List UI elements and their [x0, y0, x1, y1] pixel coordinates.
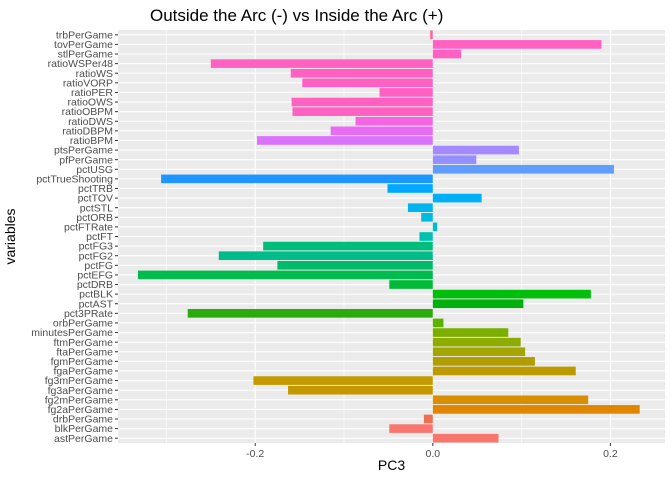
- y-tick-label-fgmPerGame: fgmPerGame: [51, 356, 114, 368]
- bar-blkPerGame: [389, 424, 433, 433]
- y-tick-label-pctDRB: pctDRB: [77, 279, 113, 291]
- x-axis-ticks: -0.2 0.0 0.2: [246, 443, 618, 460]
- y-tick-label-ratioWSPer48: ratioWSPer48: [48, 58, 114, 70]
- y-tick-label-ratioVORP: ratioVORP: [63, 77, 113, 89]
- y-tick-label-ftaPerGame: ftaPerGame: [56, 346, 113, 358]
- y-tick-label-orbPerGame: orbPerGame: [53, 318, 113, 330]
- bar-pctDRB: [389, 280, 433, 289]
- y-tick-label-pctFG: pctFG: [84, 260, 113, 272]
- y-tick-label-pctAST: pctAST: [79, 298, 114, 310]
- y-tick-label-pctTrueShooting: pctTrueShooting: [36, 173, 113, 185]
- y-tick-label-tovPerGame: tovPerGame: [54, 39, 113, 51]
- bar-pctUSG: [432, 164, 614, 174]
- y-tick-label-pctFT: pctFT: [86, 231, 113, 243]
- y-tick-label-ftmPerGame: ftmPerGame: [53, 337, 113, 349]
- bar-pctEFG: [137, 270, 433, 280]
- bar-astPerGame: [432, 433, 499, 443]
- y-axis-ticks: trbPerGametovPerGamestlPerGameratioWSPer…: [31, 29, 118, 445]
- y-tick-label-blkPerGame: blkPerGame: [55, 423, 114, 435]
- bar-ratioWSPer48: [210, 59, 433, 68]
- y-tick-label-ratioOWS: ratioOWS: [67, 97, 113, 109]
- y-tick-label-ratioDBPM: ratioDBPM: [62, 125, 113, 137]
- y-tick-label-pctSTL: pctSTL: [80, 202, 113, 214]
- y-tick-label-pctUSG: pctUSG: [76, 164, 113, 176]
- bar-fgmPerGame: [432, 357, 535, 366]
- y-tick-label-pctORB: pctORB: [76, 212, 113, 224]
- y-tick-label-minutesPerGame: minutesPerGame: [31, 327, 113, 339]
- bar-pctFG3: [263, 241, 433, 251]
- bar-fg3mPerGame: [253, 376, 433, 385]
- bar-pctSTL: [407, 203, 433, 213]
- y-tick-label-pctEFG: pctEFG: [77, 270, 113, 282]
- bar-pctBLK: [432, 289, 591, 299]
- bar-ftmPerGame: [432, 337, 521, 347]
- bar-pctFTRate: [432, 222, 438, 232]
- y-tick-label-pfPerGame: pfPerGame: [59, 154, 113, 166]
- bar-pctAST: [432, 299, 524, 309]
- y-tick-label-fg3aPerGame: fg3aPerGame: [48, 385, 114, 397]
- y-tick-label-pctFG3: pctFG3: [79, 241, 114, 253]
- bar-ratioDWS: [355, 116, 433, 126]
- y-tick-label-fg2mPerGame: fg2mPerGame: [45, 394, 113, 406]
- bar-stlPerGame: [432, 49, 462, 59]
- y-tick-label-fgaPerGame: fgaPerGame: [53, 366, 113, 378]
- y-tick-label-pctBLK: pctBLK: [79, 289, 113, 301]
- y-tick-label-fg3mPerGame: fg3mPerGame: [45, 375, 113, 387]
- bar-tovPerGame: [432, 40, 602, 49]
- y-tick-label-ratioBPM: ratioBPM: [70, 135, 113, 147]
- bar-ratioDBPM: [330, 126, 433, 136]
- bar-minutesPerGame: [432, 328, 509, 337]
- bar-pctORB: [421, 212, 433, 222]
- y-tick-label-ratioWS: ratioWS: [76, 68, 113, 80]
- x-axis-title: PC3: [378, 457, 405, 473]
- x-tick-label: -0.2: [246, 448, 264, 460]
- y-tick-label-ratioPER: ratioPER: [71, 87, 113, 99]
- y-tick-label-pctFTRate: pctFTRate: [64, 221, 113, 233]
- bar-pctFG: [277, 260, 433, 270]
- x-tick-label: 0.0: [425, 448, 440, 460]
- y-tick-label-pctTRB: pctTRB: [78, 183, 113, 195]
- y-axis-title: variables: [2, 208, 18, 264]
- y-tick-label-ratioOBPM: ratioOBPM: [62, 106, 113, 118]
- bar-ratioWS: [290, 68, 433, 78]
- y-tick-label-pctTOV: pctTOV: [78, 193, 113, 205]
- y-tick-label-pct3PRate: pct3PRate: [64, 308, 113, 320]
- bar-fg2aPerGame: [432, 405, 640, 414]
- y-tick-label-drbPerGame: drbPerGame: [53, 414, 113, 426]
- bar-ratioOBPM: [292, 107, 433, 116]
- bar-pctFG2: [218, 251, 433, 261]
- bar-ptsPerGame: [432, 145, 519, 155]
- y-tick-label-fg2aPerGame: fg2aPerGame: [48, 404, 114, 416]
- bar-ratioBPM: [256, 136, 433, 145]
- bar-pctTOV: [432, 193, 482, 203]
- bar-pfPerGame: [432, 155, 477, 164]
- y-tick-label-astPerGame: astPerGame: [54, 433, 113, 445]
- bar-fgaPerGame: [432, 366, 576, 376]
- chart-title: Outside the Arc (-) vs Inside the Arc (+…: [150, 6, 443, 25]
- bar-trbPerGame: [430, 30, 433, 40]
- bar-pct3PRate: [187, 309, 433, 318]
- bar-ratioVORP: [302, 78, 433, 88]
- bar-fg2mPerGame: [432, 395, 589, 405]
- y-tick-label-ptsPerGame: ptsPerGame: [54, 145, 113, 157]
- bar-ratioOWS: [291, 97, 433, 107]
- y-tick-label-pctFG2: pctFG2: [79, 250, 114, 262]
- bar-ratioPER: [379, 88, 433, 97]
- bar-drbPerGame: [423, 414, 433, 424]
- bar-pctTrueShooting: [161, 174, 433, 184]
- y-tick-label-trbPerGame: trbPerGame: [56, 29, 113, 41]
- bar-fg3aPerGame: [288, 385, 433, 395]
- bars: [137, 30, 640, 443]
- bar-orbPerGame: [432, 318, 444, 328]
- bar-ftaPerGame: [432, 347, 526, 357]
- y-tick-label-stlPerGame: stlPerGame: [58, 49, 114, 61]
- x-tick-label: 0.2: [603, 448, 618, 460]
- bar-pctTRB: [387, 184, 433, 193]
- bar-pctFT: [419, 232, 433, 241]
- y-tick-label-ratioDWS: ratioDWS: [68, 116, 113, 128]
